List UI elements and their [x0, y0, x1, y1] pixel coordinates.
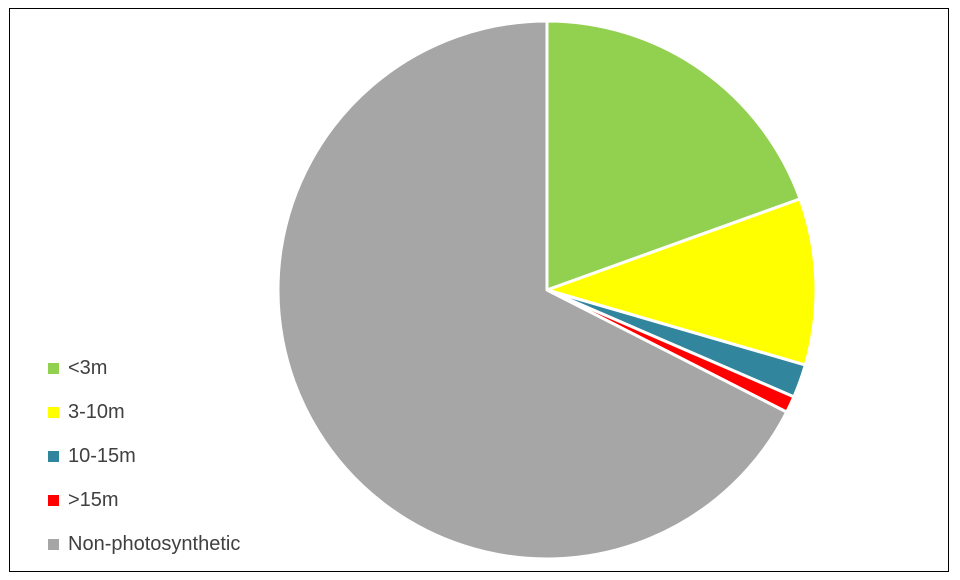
legend-label: <3m	[68, 357, 108, 379]
legend-swatch	[48, 539, 59, 550]
legend: <3m 3-10m 10-15m >15m Non-photosynthetic	[48, 356, 308, 576]
pie-slices	[276, 19, 818, 561]
legend-item-10-15m: 10-15m	[48, 444, 308, 468]
pie-slice-non-photosynthetic	[276, 19, 789, 561]
legend-swatch	[48, 451, 59, 462]
legend-label: 3-10m	[68, 401, 125, 423]
legend-item-lt-3m: <3m	[48, 356, 308, 380]
legend-swatch	[48, 495, 59, 506]
legend-label: >15m	[68, 489, 119, 511]
pie-slice-3-10m	[545, 197, 818, 367]
legend-item-non-photosynthetic: Non-photosynthetic	[48, 532, 308, 556]
legend-swatch	[48, 407, 59, 418]
legend-label: 10-15m	[68, 445, 136, 467]
legend-item-3-10m: 3-10m	[48, 400, 308, 424]
legend-item-gt-15m: >15m	[48, 488, 308, 512]
legend-swatch	[48, 363, 59, 374]
legend-label: Non-photosynthetic	[68, 533, 241, 555]
pie-slice-lt-3m	[545, 19, 802, 292]
